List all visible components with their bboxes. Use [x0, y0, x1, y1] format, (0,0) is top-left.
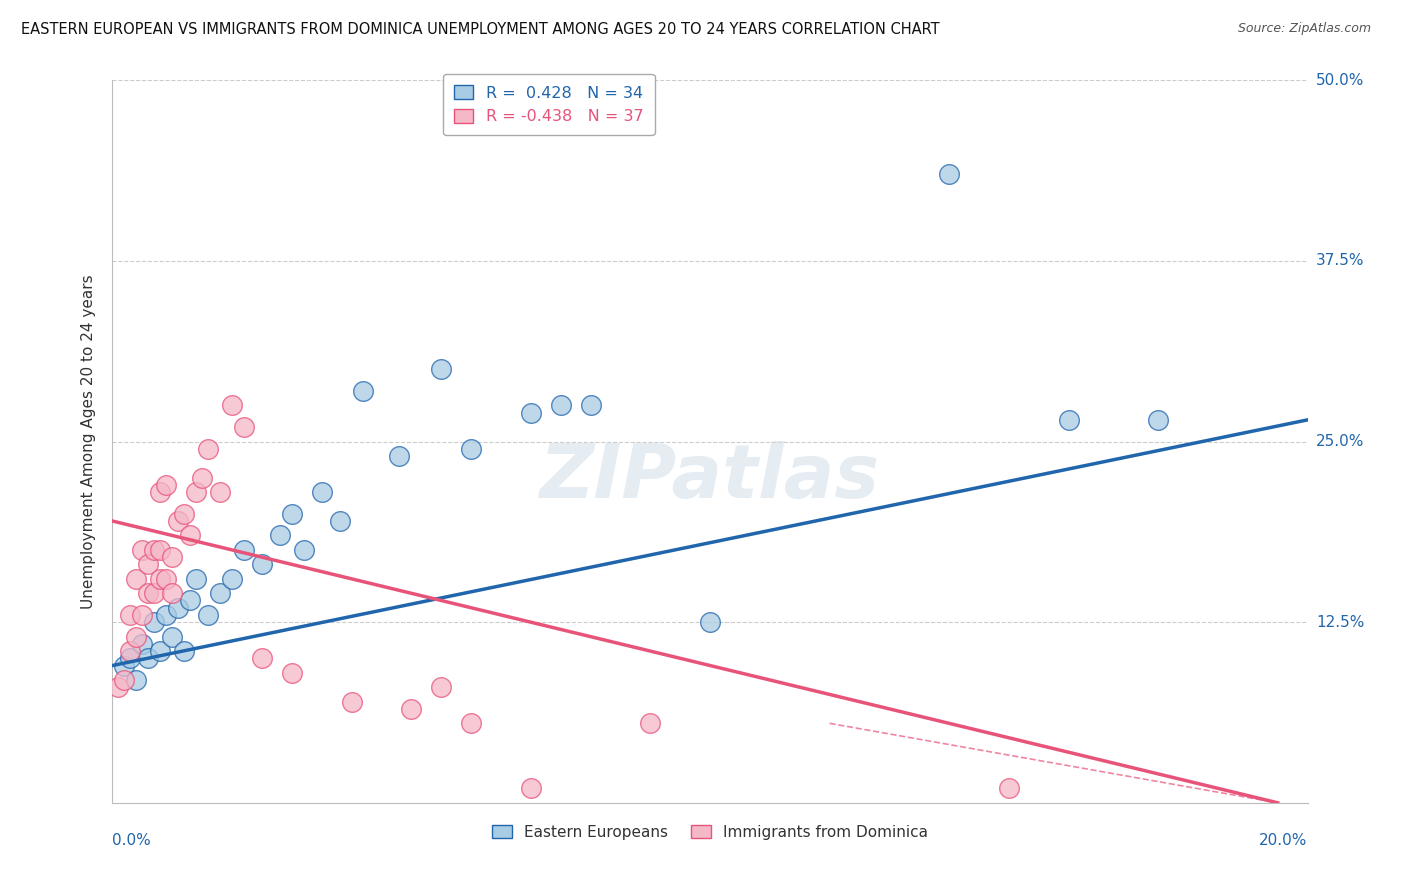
- Point: [149, 485, 172, 500]
- Point: [186, 572, 208, 586]
- Point: [173, 507, 195, 521]
- Point: [191, 470, 214, 484]
- Point: [167, 514, 190, 528]
- Point: [149, 644, 172, 658]
- Point: [143, 586, 166, 600]
- Point: [520, 406, 543, 420]
- Point: [401, 702, 423, 716]
- Point: [353, 384, 375, 398]
- Point: [250, 651, 273, 665]
- Point: [186, 485, 208, 500]
- Point: [197, 607, 219, 622]
- Point: [1147, 413, 1170, 427]
- Point: [114, 673, 135, 687]
- Point: [143, 615, 166, 630]
- Point: [388, 449, 411, 463]
- Point: [138, 651, 160, 665]
- Point: [167, 600, 190, 615]
- Point: [550, 398, 572, 412]
- Point: [233, 542, 256, 557]
- Point: [430, 680, 453, 694]
- Point: [155, 607, 177, 622]
- Point: [179, 593, 201, 607]
- Point: [162, 630, 183, 644]
- Point: [640, 716, 662, 731]
- Point: [179, 528, 201, 542]
- Point: [131, 637, 153, 651]
- Point: [233, 420, 256, 434]
- Point: [221, 572, 243, 586]
- Point: [281, 665, 304, 680]
- Point: [430, 362, 453, 376]
- Text: 37.5%: 37.5%: [1316, 253, 1364, 268]
- Point: [155, 478, 177, 492]
- Point: [460, 442, 482, 456]
- Point: [125, 630, 148, 644]
- Point: [120, 607, 142, 622]
- Point: [292, 542, 315, 557]
- Point: [579, 398, 602, 412]
- Point: [329, 514, 352, 528]
- Point: [269, 528, 291, 542]
- Point: [155, 572, 177, 586]
- Point: [197, 442, 219, 456]
- Point: [520, 781, 543, 796]
- Point: [281, 507, 304, 521]
- Point: [460, 716, 482, 731]
- Point: [131, 607, 153, 622]
- Point: [107, 680, 129, 694]
- Point: [250, 558, 273, 572]
- Point: [120, 644, 142, 658]
- Text: 20.0%: 20.0%: [1260, 833, 1308, 848]
- Legend: Eastern Europeans, Immigrants from Dominica: Eastern Europeans, Immigrants from Domin…: [486, 819, 934, 846]
- Point: [143, 542, 166, 557]
- Point: [209, 586, 232, 600]
- Point: [149, 542, 172, 557]
- Point: [120, 651, 142, 665]
- Text: 50.0%: 50.0%: [1316, 73, 1364, 87]
- Point: [162, 586, 183, 600]
- Point: [149, 572, 172, 586]
- Point: [209, 485, 232, 500]
- Point: [173, 644, 195, 658]
- Point: [138, 586, 160, 600]
- Point: [114, 658, 135, 673]
- Point: [131, 542, 153, 557]
- Point: [125, 673, 148, 687]
- Text: Source: ZipAtlas.com: Source: ZipAtlas.com: [1237, 22, 1371, 36]
- Point: [125, 572, 148, 586]
- Text: 0.0%: 0.0%: [112, 833, 152, 848]
- Point: [699, 615, 721, 630]
- Point: [311, 485, 333, 500]
- Point: [221, 398, 243, 412]
- Point: [938, 167, 960, 181]
- Point: [162, 550, 183, 565]
- Text: 12.5%: 12.5%: [1316, 615, 1364, 630]
- Y-axis label: Unemployment Among Ages 20 to 24 years: Unemployment Among Ages 20 to 24 years: [80, 274, 96, 609]
- Point: [1057, 413, 1080, 427]
- Point: [340, 695, 363, 709]
- Text: 25.0%: 25.0%: [1316, 434, 1364, 449]
- Point: [998, 781, 1021, 796]
- Text: EASTERN EUROPEAN VS IMMIGRANTS FROM DOMINICA UNEMPLOYMENT AMONG AGES 20 TO 24 YE: EASTERN EUROPEAN VS IMMIGRANTS FROM DOMI…: [21, 22, 939, 37]
- Point: [138, 558, 160, 572]
- Text: ZIPatlas: ZIPatlas: [540, 442, 880, 514]
